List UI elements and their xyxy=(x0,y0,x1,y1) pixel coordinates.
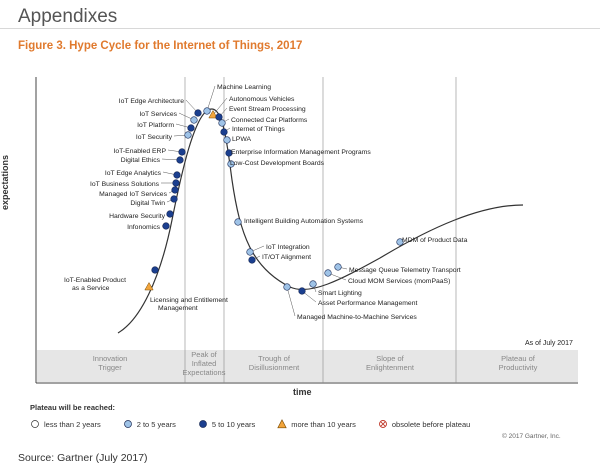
page-heading: Appendixes xyxy=(18,6,118,27)
tech-label-internet-of-things: Internet of Things xyxy=(232,126,285,133)
tech-label-iot-integration: IoT Integration xyxy=(266,244,310,251)
tech-label-managed-machine-to-machine-services: Managed Machine-to-Machine Services xyxy=(297,314,417,321)
tech-label-iot-enabled-erp: IoT-Enabled ERP xyxy=(113,148,166,155)
tech-label-mdm-of-product-data: MDM of Product Data xyxy=(402,237,468,244)
figure-title: Figure 3. Hype Cycle for the Internet of… xyxy=(18,40,303,52)
legend-item-circle-dark-blue: 5 to 10 years xyxy=(198,419,255,429)
marker-digital-twin xyxy=(170,195,178,203)
marker-infonomics xyxy=(162,222,170,230)
marker-iot-edge-analytics xyxy=(173,171,181,179)
tech-label-machine-learning: Machine Learning xyxy=(217,84,271,91)
legend-item-triangle-orange: more than 10 years xyxy=(277,419,356,429)
tech-label-digital-twin: Digital Twin xyxy=(130,200,165,207)
marker-iot-enabled-product-as-a-service xyxy=(144,281,154,291)
marker-iot-business-solutions xyxy=(172,179,180,187)
circle-cross-icon xyxy=(378,420,387,428)
marker-iot-services xyxy=(190,116,198,124)
marker-iot-platform xyxy=(187,124,195,132)
copyright: © 2017 Gartner, Inc. xyxy=(502,433,561,440)
tech-label-connected-car-platforms: Connected Car Platforms xyxy=(231,117,308,124)
tech-label-managed-iot-services: Managed IoT Services xyxy=(99,191,167,198)
tech-label-iot-edge-architecture: IoT Edge Architecture xyxy=(119,98,184,105)
phase-label-1: Innovation Trigger xyxy=(93,354,128,372)
marker-message-queue-telemetry-transport xyxy=(334,263,342,271)
triangle-orange-icon xyxy=(277,419,287,429)
tech-label-licensing-and-entitlement-management: Licensing and Entitlement Management xyxy=(150,297,228,312)
tech-label-cloud-mom-services-mompaas: Cloud MOM Services (momPaaS) xyxy=(348,278,450,285)
tech-label-infonomics: Infonomics xyxy=(127,224,160,231)
leader-managed-machine-to-machine-services xyxy=(286,286,296,317)
marker-iot-security xyxy=(184,131,192,139)
marker-enterprise-information-management-programs xyxy=(225,149,233,157)
marker-iot-edge-architecture xyxy=(194,109,202,117)
tech-label-iot-enabled-product-as-a-service: IoT-Enabled Product as a Service xyxy=(64,277,126,292)
leader-machine-learning xyxy=(206,85,216,112)
tech-label-autonomous-vehicles: Autonomous Vehicles xyxy=(229,96,295,103)
legend-label: 5 to 10 years xyxy=(211,419,256,429)
tech-label-iot-security: IoT Security xyxy=(136,134,173,141)
tech-label-message-queue-telemetry-transport: Message Queue Telemetry Transport xyxy=(349,267,461,274)
marker-managed-iot-services xyxy=(171,186,179,194)
tech-label-it-ot-alignment: IT/OT Alignment xyxy=(262,254,311,261)
marker-intelligent-building-automation-systems xyxy=(234,218,242,226)
marker-iot-integration xyxy=(246,248,254,256)
tech-label-iot-services: IoT Services xyxy=(139,111,177,118)
marker-autonomous-vehicles xyxy=(208,109,218,119)
tech-label-low-cost-development-boards: Low-Cost Development Boards xyxy=(230,160,325,167)
marker-lpwa xyxy=(223,136,231,144)
phase-label-4: Slope of Enlightenment xyxy=(366,354,415,372)
legend: less than 2 years 2 to 5 years 5 to 10 yea… xyxy=(30,419,492,429)
phase-label-5: Plateau of Productivity xyxy=(499,354,538,372)
phase-band xyxy=(37,350,578,382)
y-axis-label: expectations xyxy=(0,154,10,210)
as-of-label: As of July 2017 xyxy=(525,340,573,347)
marker-asset-performance-management xyxy=(298,287,306,295)
marker-event-stream-processing xyxy=(215,113,223,121)
tech-label-smart-lighting: Smart Lighting xyxy=(318,290,362,297)
source-line: Source: Gartner (July 2017) xyxy=(18,452,148,464)
tech-label-enterprise-information-management-programs: Enterprise Information Management Progra… xyxy=(231,149,371,156)
tech-label-iot-edge-analytics: IoT Edge Analytics xyxy=(105,170,162,177)
tech-label-digital-ethics: Digital Ethics xyxy=(121,157,161,164)
legend-label: 2 to 5 years xyxy=(136,419,176,429)
marker-licensing-and-entitlement-management xyxy=(151,266,159,274)
marker-low-cost-development-boards xyxy=(227,160,235,168)
marker-it-ot-alignment xyxy=(248,256,256,264)
marker-machine-learning xyxy=(203,107,211,115)
tech-label-event-stream-processing: Event Stream Processing xyxy=(229,106,306,113)
tech-label-asset-performance-management: Asset Performance Management xyxy=(318,300,417,307)
marker-iot-enabled-erp xyxy=(178,148,186,156)
circle-dark-blue-icon xyxy=(199,420,207,428)
circle-white-icon xyxy=(31,420,39,428)
hype-curve xyxy=(117,108,524,334)
marker-smart-lighting xyxy=(309,280,317,288)
tech-label-lpwa: LPWA xyxy=(232,136,251,143)
marker-internet-of-things xyxy=(220,128,228,136)
legend-item-circle-white: less than 2 years xyxy=(30,419,101,429)
phase-label-3: Trough of Disillusionment xyxy=(249,354,300,372)
marker-connected-car-platforms xyxy=(218,119,226,127)
marker-mdm-of-product-data xyxy=(396,238,404,246)
tech-label-iot-platform: IoT Platform xyxy=(137,122,174,129)
phase-label-2: Peak of Inflated Expectations xyxy=(183,350,226,377)
tech-label-hardware-security: Hardware Security xyxy=(109,213,166,220)
legend-item-circle-light-blue: 2 to 5 years xyxy=(123,419,176,429)
legend-label: less than 2 years xyxy=(44,419,101,429)
heading-divider xyxy=(0,28,600,29)
marker-cloud-mom-services-mompaas xyxy=(324,269,332,277)
leader-autonomous-vehicles xyxy=(212,97,228,116)
x-axis-label: time xyxy=(293,387,312,397)
marker-managed-machine-to-machine-services xyxy=(283,283,291,291)
marker-digital-ethics xyxy=(176,156,184,164)
tech-label-intelligent-building-automation-systems: Intelligent Building Automation Systems xyxy=(244,218,364,225)
legend-title: Plateau will be reached: xyxy=(30,403,116,412)
circle-light-blue-icon xyxy=(123,420,132,428)
legend-label: obsolete before plateau xyxy=(391,419,471,429)
legend-label: more than 10 years xyxy=(291,419,356,429)
legend-item-circle-cross: obsolete before plateau xyxy=(378,419,470,429)
marker-hardware-security xyxy=(166,210,174,218)
tech-label-iot-business-solutions: IoT Business Solutions xyxy=(90,181,160,188)
